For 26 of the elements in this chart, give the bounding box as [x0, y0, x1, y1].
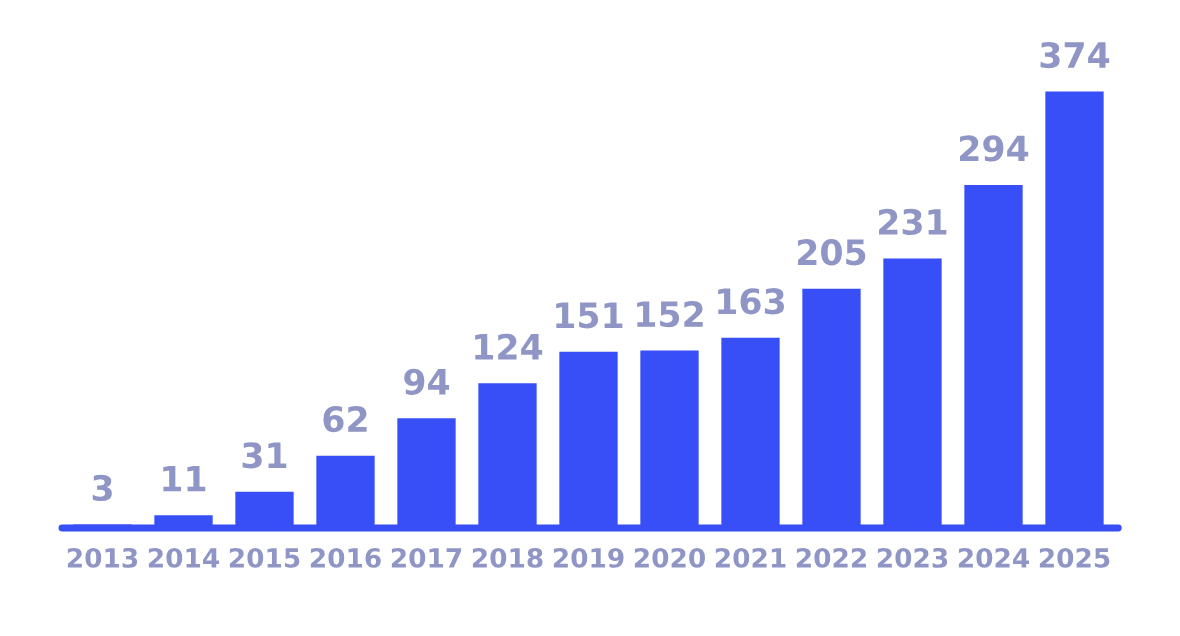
data-label: 3: [92, 474, 112, 502]
data-label: 294: [960, 135, 1029, 162]
data-label: 94: [404, 368, 450, 395]
data-label: 152: [637, 300, 703, 328]
x-tick-label: 2015: [229, 547, 300, 568]
data-label: 151: [556, 302, 623, 329]
data-label: 11: [163, 465, 206, 492]
data-label: 205: [798, 239, 866, 266]
x-tick-label: 2021: [715, 547, 786, 568]
x-tick-label: 2013: [67, 547, 138, 568]
data-label: 374: [1040, 41, 1110, 69]
data-label: 62: [323, 405, 367, 433]
x-tick-label: 2016: [310, 547, 381, 568]
x-tick-label: 2014: [148, 547, 220, 568]
x-tick-label: 2018: [472, 547, 543, 568]
data-label: 163: [718, 288, 784, 315]
data-label: 31: [242, 442, 287, 469]
data-label: 231: [879, 208, 947, 236]
x-tick-label: 2022: [796, 547, 866, 568]
data-label: 124: [475, 333, 543, 360]
x-tick-label: 2024: [958, 547, 1030, 568]
x-tick-label: 2019: [553, 547, 624, 568]
x-tick-label: 2020: [634, 547, 705, 568]
x-tick-label: 2023: [877, 547, 948, 568]
x-tick-label: 2017: [391, 547, 462, 568]
x-tick-label: 2025: [1039, 547, 1110, 568]
